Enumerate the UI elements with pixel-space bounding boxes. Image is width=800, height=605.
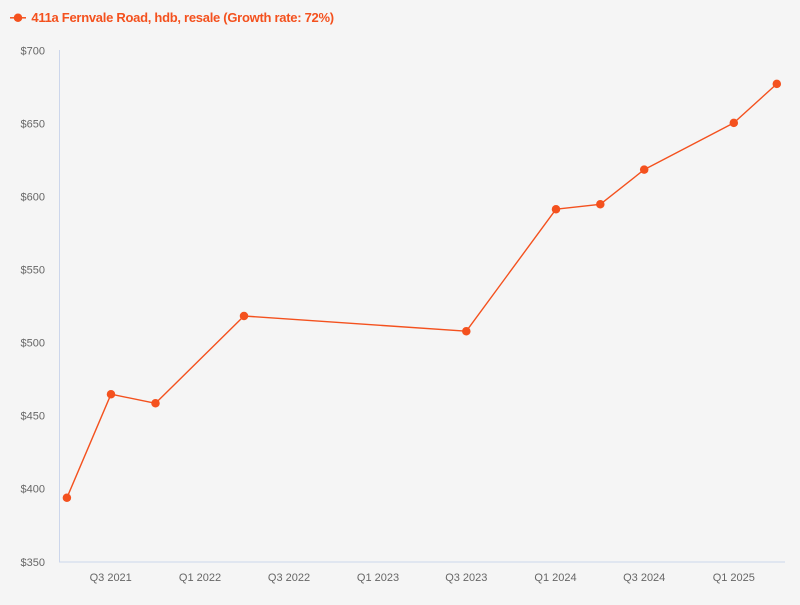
svg-text:Q1 2023: Q1 2023 [357,572,399,584]
svg-text:Q3 2024: Q3 2024 [623,572,665,584]
svg-text:$500: $500 [21,338,45,350]
svg-text:Q1 2024: Q1 2024 [534,572,576,584]
svg-text:Q3 2023: Q3 2023 [445,572,487,584]
svg-text:$600: $600 [21,192,45,204]
svg-text:$400: $400 [21,484,45,496]
svg-text:Q3 2022: Q3 2022 [268,572,310,584]
svg-text:$550: $550 [21,265,45,277]
svg-text:$700: $700 [21,46,45,58]
svg-text:$450: $450 [21,411,45,423]
svg-text:Q3 2021: Q3 2021 [90,572,132,584]
svg-text:$350: $350 [21,557,45,569]
svg-text:Q1 2025: Q1 2025 [713,572,755,584]
svg-text:$650: $650 [21,119,45,131]
svg-text:Q1 2022: Q1 2022 [179,572,221,584]
svg-text:411a Fernvale Road, hdb, resal: 411a Fernvale Road, hdb, resale (Growth … [31,10,333,25]
